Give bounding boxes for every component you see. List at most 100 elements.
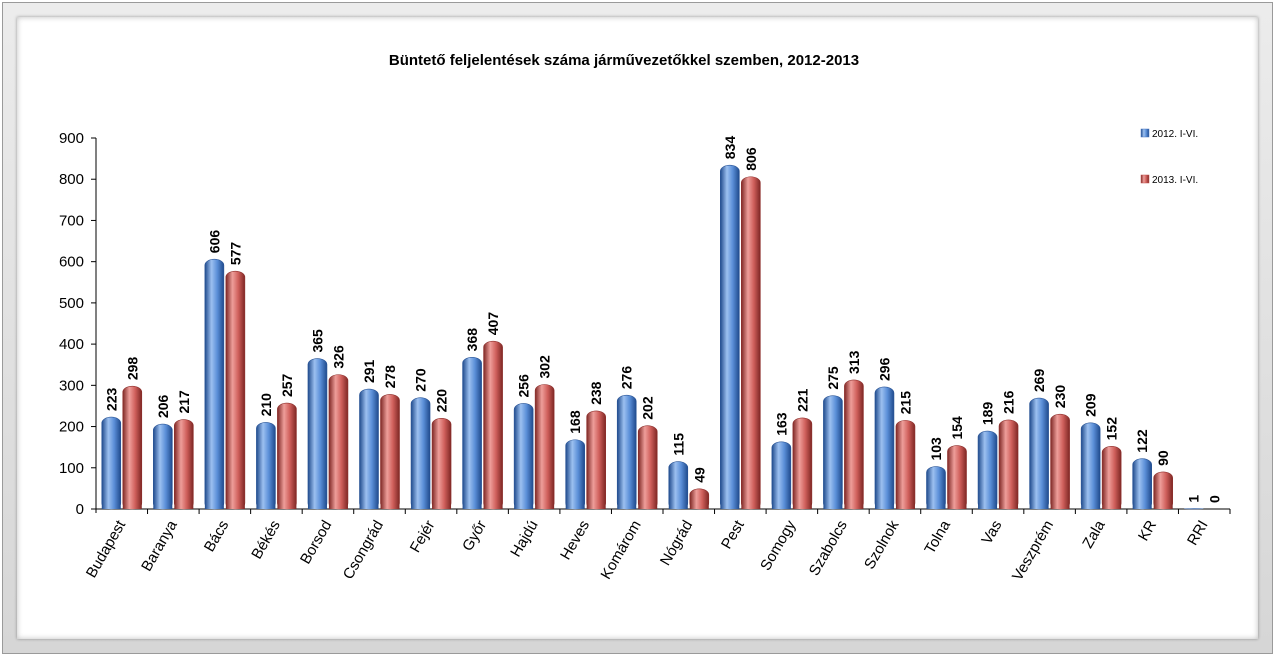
bar-2013	[328, 374, 349, 510]
bar-base	[101, 503, 121, 509]
bar-base	[307, 503, 327, 509]
bar-base	[204, 503, 224, 509]
data-label: 313	[846, 350, 862, 374]
legend-swatch	[1140, 174, 1150, 184]
data-label: 276	[619, 366, 635, 390]
bar-2012	[359, 388, 379, 510]
bar-2012	[204, 258, 225, 510]
bar-2012	[513, 403, 534, 510]
category-label: RRI	[1184, 518, 1212, 549]
bar-base	[1029, 503, 1049, 509]
bar-2012	[616, 394, 637, 510]
bar-2013	[431, 418, 452, 510]
data-label: 365	[309, 329, 325, 353]
category-label: Hajdú	[507, 518, 541, 560]
data-label: 577	[227, 242, 243, 266]
y-tick-label: 500	[59, 295, 84, 312]
legend-swatch	[1140, 128, 1150, 138]
data-label: 202	[640, 396, 656, 420]
data-label: 49	[691, 467, 707, 483]
bar-2012	[101, 416, 122, 510]
data-label: 90	[1155, 450, 1171, 466]
bar-base	[792, 503, 812, 509]
category-label: Borsod	[297, 518, 335, 568]
data-label: 298	[124, 357, 140, 381]
bar-2012	[771, 441, 792, 510]
legend-label: 2013. I-VI.	[1152, 175, 1198, 186]
bar-2013	[1101, 446, 1122, 510]
category-label: Pest	[718, 517, 748, 552]
data-label: 154	[949, 416, 965, 440]
bar-base	[225, 503, 245, 509]
bar-2012	[720, 164, 740, 510]
bar-2013	[792, 417, 813, 510]
bar-base	[277, 503, 297, 509]
category-label: Szabolcs	[806, 518, 851, 579]
data-label: 152	[1104, 417, 1120, 441]
data-label: 220	[434, 389, 450, 413]
bar-2013	[741, 176, 761, 510]
bar-base	[1153, 503, 1173, 509]
y-tick-label: 800	[59, 171, 84, 188]
category-label: Heves	[557, 518, 593, 563]
bar-2012	[462, 357, 482, 510]
data-label: 230	[1052, 385, 1068, 409]
bar-base	[741, 503, 761, 509]
bar-2013	[586, 410, 606, 510]
category-label: Fejér	[407, 518, 439, 556]
data-label: 296	[876, 357, 892, 381]
chart-title: Büntető feljelentések száma járművezetők…	[389, 52, 859, 69]
category-label: Szolnok	[861, 517, 903, 572]
data-label: 326	[330, 345, 346, 369]
y-tick-label: 200	[59, 419, 84, 436]
bar-base	[638, 503, 658, 509]
bar-2012	[1132, 458, 1152, 510]
bar-2012	[668, 461, 689, 510]
data-label: 189	[980, 402, 996, 426]
data-label: 834	[722, 136, 738, 160]
bar-2013	[534, 384, 555, 510]
data-label: 210	[258, 393, 274, 417]
bar-base	[359, 503, 379, 509]
y-tick-label: 400	[59, 336, 84, 353]
y-tick-label: 0	[76, 501, 84, 518]
data-label: 0	[1207, 495, 1223, 503]
y-tick-label: 100	[59, 460, 84, 477]
bar-2012	[926, 466, 946, 510]
category-label: Békés	[248, 518, 284, 563]
data-label: 302	[537, 355, 553, 379]
bar-base	[586, 503, 606, 509]
bar-2013	[174, 419, 194, 510]
data-label: 275	[825, 366, 841, 390]
bar-base	[380, 503, 400, 509]
category-label: Somogy	[757, 517, 799, 574]
category-label: Zala	[1079, 517, 1109, 551]
data-label: 217	[176, 390, 192, 414]
bar-base	[720, 503, 740, 509]
category-label: Baranya	[138, 517, 181, 574]
bar-2012	[565, 439, 585, 510]
data-label: 806	[743, 147, 759, 171]
data-label: 122	[1134, 429, 1150, 453]
bar-base	[874, 503, 894, 509]
data-label: 209	[1083, 393, 1099, 417]
category-label: KR	[1135, 517, 1160, 544]
bar-base	[1102, 503, 1122, 509]
bar-base	[1081, 503, 1101, 509]
category-label: Veszprém	[1009, 518, 1057, 584]
category-label: Nógrád	[657, 518, 696, 569]
bar-base	[689, 503, 709, 509]
bar-2012	[256, 422, 276, 510]
data-label: 215	[897, 391, 913, 415]
category-label: Bács	[201, 518, 232, 555]
data-label: 238	[588, 381, 604, 405]
bar-base	[771, 503, 791, 509]
bar-2012	[823, 395, 843, 510]
bar-base	[947, 503, 967, 509]
data-label: 163	[773, 412, 789, 436]
data-label: 269	[1031, 369, 1047, 393]
category-label: Komárom	[597, 518, 644, 583]
bar-2012	[874, 386, 895, 510]
bar-2013	[122, 385, 143, 510]
